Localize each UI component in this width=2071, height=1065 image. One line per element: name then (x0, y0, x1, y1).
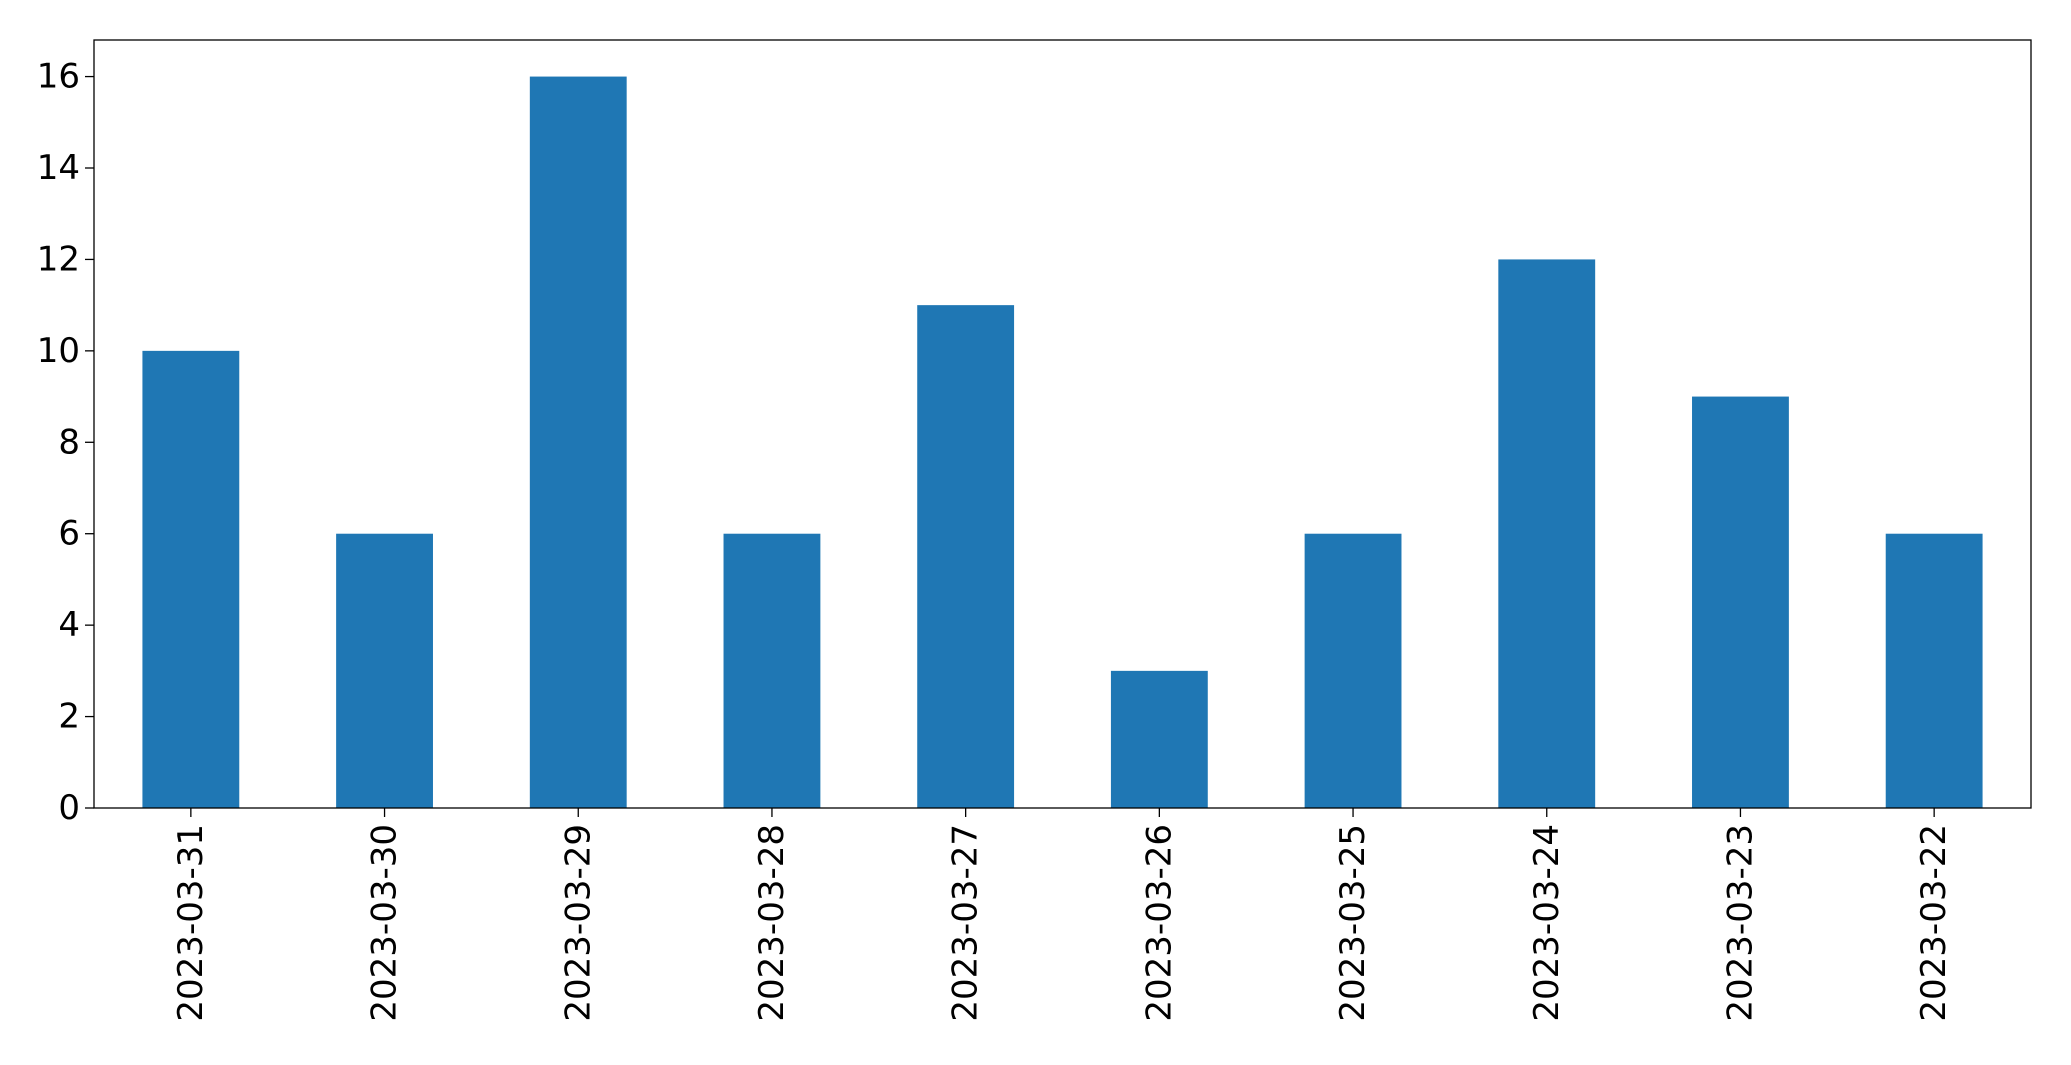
y-tick-label: 0 (58, 788, 80, 828)
bar (1885, 533, 1983, 808)
x-tick-label: 2023-03-26 (1139, 824, 1179, 1022)
plot-frame (93, 39, 2032, 809)
bar (529, 76, 627, 809)
y-tick-label: 10 (37, 331, 80, 371)
y-tick-label: 8 (58, 422, 80, 462)
y-tick-label: 4 (58, 605, 80, 645)
x-tick-label: 2023-03-27 (946, 824, 986, 1022)
y-tick-label: 6 (58, 514, 80, 554)
bar (1304, 533, 1402, 808)
bar (1498, 259, 1596, 808)
bar (723, 533, 821, 808)
bar (336, 533, 433, 808)
bar (1110, 670, 1208, 808)
x-tick-label: 2023-03-25 (1333, 824, 1373, 1022)
bar (142, 350, 240, 808)
x-tick-label: 2023-03-23 (1720, 824, 1760, 1022)
x-tick-label: 2023-03-28 (752, 824, 792, 1022)
y-tick-label: 16 (37, 57, 80, 97)
bar (1692, 396, 1789, 808)
y-tick-label: 12 (37, 239, 80, 279)
x-tick-label: 2023-03-24 (1527, 824, 1567, 1022)
x-tick-label: 2023-03-29 (558, 824, 598, 1022)
y-tick-label: 14 (37, 148, 80, 188)
x-tick-label: 2023-03-30 (365, 824, 405, 1022)
y-tick-label: 2 (58, 697, 80, 737)
x-tick-label: 2023-03-31 (171, 824, 211, 1022)
x-tick-label: 2023-03-22 (1914, 824, 1954, 1022)
bar (917, 305, 1015, 808)
